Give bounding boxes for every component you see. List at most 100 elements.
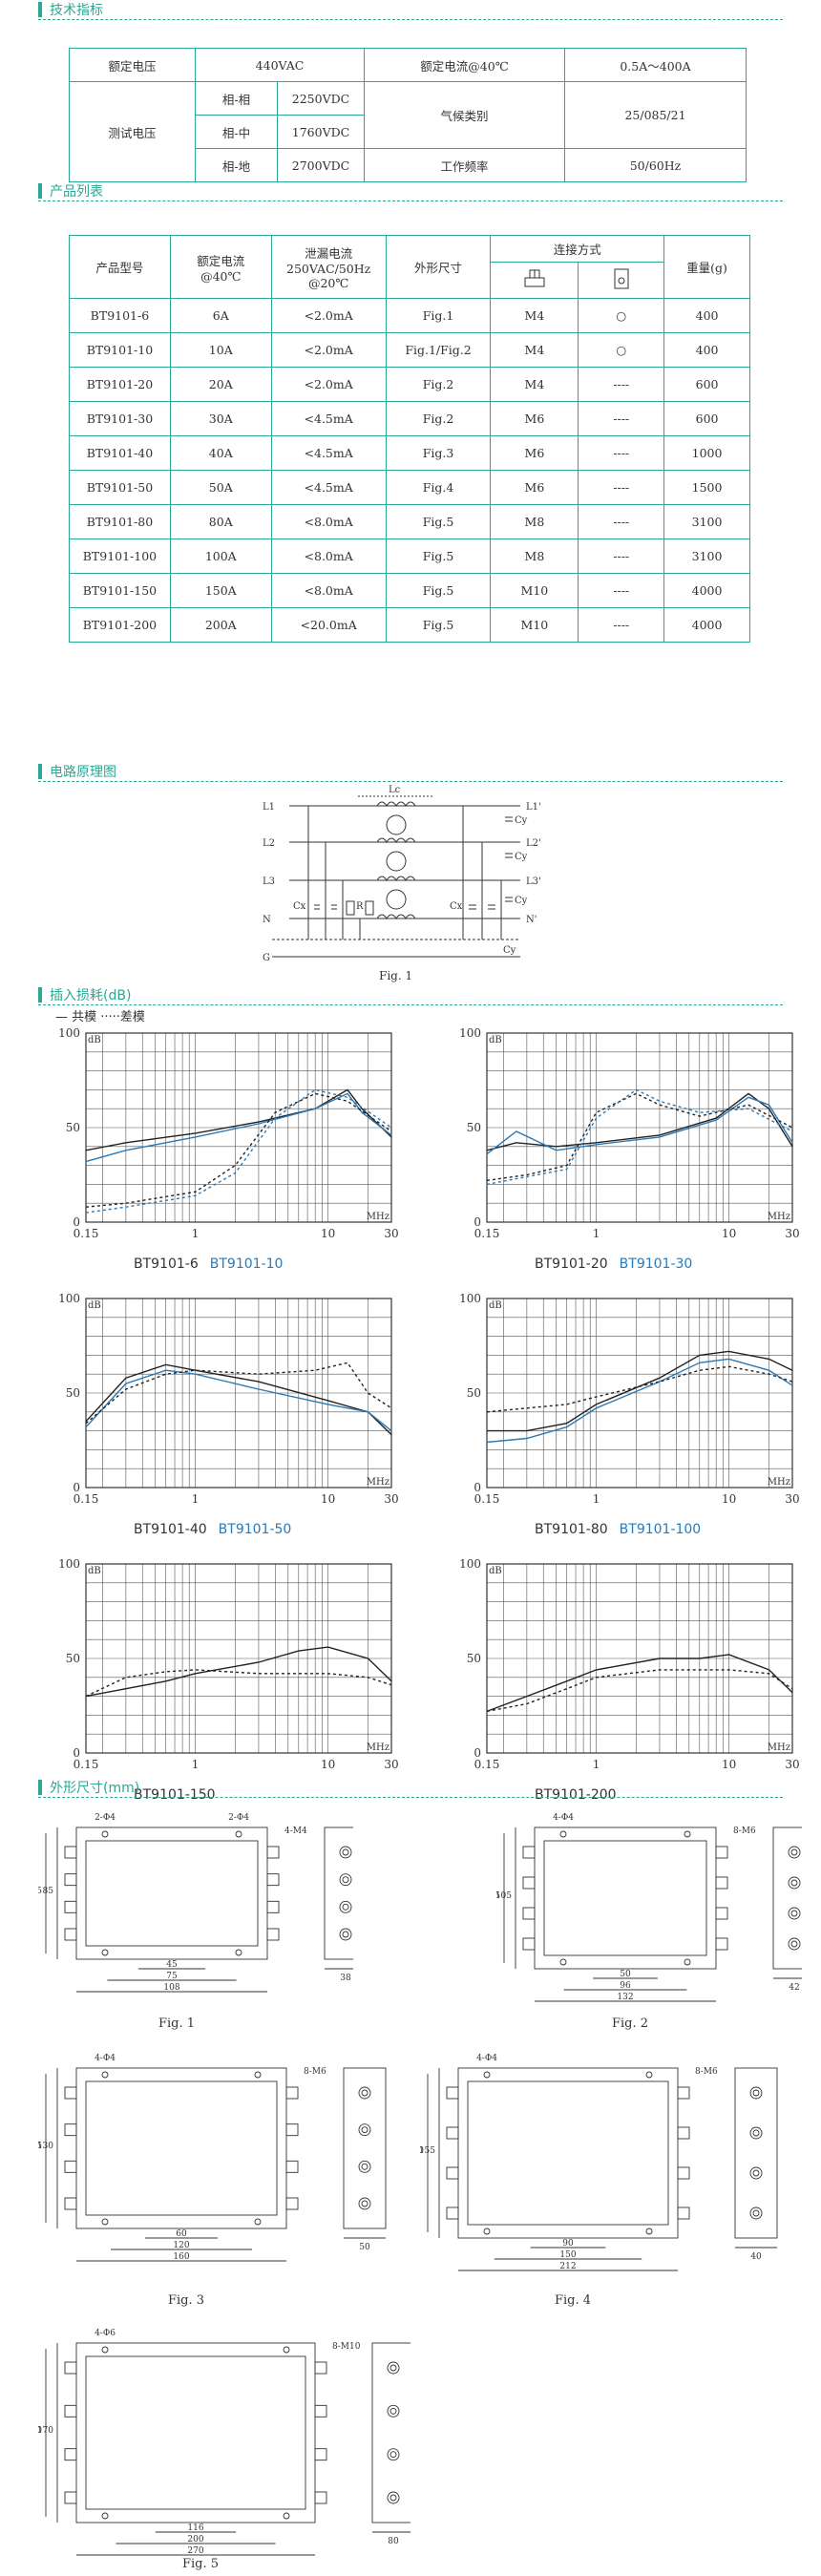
table-row: BT9101-100 100A <8.0mA Fig.5 M8 ---- 3100 bbox=[69, 538, 750, 574]
svg-text:Cy: Cy bbox=[515, 852, 528, 862]
svg-text:N': N' bbox=[526, 915, 537, 925]
cell-model: BT9101-6 bbox=[69, 298, 171, 333]
dimension-drawing: 4-Φ48-M61301151006012016050 bbox=[38, 2054, 387, 2262]
dimension-label: 160 bbox=[173, 2252, 189, 2262]
x-tick-label: 10 bbox=[722, 1227, 736, 1240]
table-row: BT9101-80 80A <8.0mA Fig.5 M8 ---- 3100 bbox=[69, 504, 750, 539]
cell-current: 10A bbox=[169, 332, 272, 368]
grid bbox=[86, 1298, 392, 1489]
cell-screw: M4 bbox=[490, 332, 579, 368]
col-size: 外形尺寸 bbox=[385, 235, 492, 299]
cell-model: BT9101-200 bbox=[69, 607, 171, 643]
dimension-label: 105 bbox=[496, 1891, 512, 1901]
dimension-label: 50 bbox=[620, 1970, 631, 1979]
dimension-label: 150 bbox=[559, 2250, 576, 2260]
grid bbox=[86, 1032, 392, 1223]
table-row: BT9101-40 40A <4.5mA Fig.3 M6 ---- 1000 bbox=[69, 435, 750, 471]
test-pair: 相-中 bbox=[195, 115, 278, 149]
figure-caption: Fig. 3 bbox=[168, 2293, 205, 2308]
x-tick-label: 10 bbox=[321, 1758, 335, 1771]
dimension-label: 8-M6 bbox=[733, 1826, 756, 1836]
y-tick-label: 0 bbox=[73, 1746, 80, 1760]
x-axis-label: MHz bbox=[768, 1212, 790, 1222]
cell-screw: M4 bbox=[490, 298, 579, 333]
dimension-label: 170 bbox=[38, 2426, 53, 2436]
section-header-specs: 技术指标 bbox=[0, 0, 821, 23]
table-row: BT9101-150 150A <8.0mA Fig.5 M10 ---- 4000 bbox=[69, 573, 750, 608]
test-value: 1760VDC bbox=[277, 115, 365, 149]
svg-text:L1': L1' bbox=[526, 802, 541, 813]
dimension-label: 90 bbox=[562, 2239, 574, 2249]
dimension-label: 75 bbox=[496, 1891, 500, 1901]
insertion-loss-chart: 0 50 100 0.15 1 10 30 dB MHz bbox=[58, 1557, 399, 1771]
chart-caption: BT9101-80 BT9101-100 bbox=[535, 1522, 701, 1537]
cell-current: 100A bbox=[169, 538, 272, 574]
y-tick-label: 50 bbox=[467, 1652, 481, 1665]
dimension-label: 2-Φ4 bbox=[228, 1813, 249, 1823]
section-header-products: 产品列表 bbox=[0, 181, 821, 204]
x-axis-label: MHz bbox=[768, 1477, 790, 1488]
svg-text:L2: L2 bbox=[263, 838, 275, 849]
svg-text:R: R bbox=[356, 901, 364, 912]
figure-caption: Fig. 2 bbox=[612, 2016, 649, 2031]
cell-current: 50A bbox=[169, 470, 272, 505]
dimension-label: 45 bbox=[166, 1960, 178, 1970]
svg-text:L3: L3 bbox=[263, 876, 275, 887]
series-line bbox=[85, 1669, 392, 1698]
cell-current: 30A bbox=[169, 401, 272, 436]
cell-size: Fig.5 bbox=[385, 607, 492, 643]
series-line bbox=[486, 1358, 793, 1444]
section-title: 外形尺寸(mm) bbox=[50, 1781, 140, 1796]
table-row: BT9101-200 200A <20.0mA Fig.5 M10 ---- 4000 bbox=[69, 607, 750, 643]
cell-size: Fig.5 bbox=[385, 573, 492, 608]
section-header-insertion: 插入损耗(dB) bbox=[0, 985, 821, 1008]
test-pair: 相-地 bbox=[195, 148, 278, 182]
dimension-label: 212 bbox=[559, 2262, 576, 2271]
y-axis-label: dB bbox=[88, 1035, 101, 1045]
svg-text:Cy: Cy bbox=[503, 945, 516, 956]
dimension-label: 55 bbox=[38, 1887, 42, 1896]
cell-pin: ---- bbox=[578, 401, 665, 436]
cell-weight: 400 bbox=[663, 298, 750, 333]
chart-caption-model-2: BT9101-100 bbox=[619, 1522, 702, 1537]
x-tick-label: 10 bbox=[722, 1492, 736, 1506]
cell-leakage: <2.0mA bbox=[270, 367, 387, 402]
circuit-caption: Fig. 1 bbox=[379, 969, 412, 982]
chart-caption: BT9101-150 bbox=[134, 1787, 216, 1803]
cell-current: 150A bbox=[169, 573, 272, 608]
grid bbox=[487, 1298, 793, 1489]
svg-text:L3': L3' bbox=[526, 876, 541, 887]
y-tick-label: 100 bbox=[459, 1292, 481, 1305]
x-tick-label: 30 bbox=[785, 1227, 799, 1240]
freq-label: 工作频率 bbox=[364, 148, 565, 182]
table-row: BT9101-50 50A <4.5mA Fig.4 M6 ---- 1500 bbox=[69, 470, 750, 505]
svg-text:Cy: Cy bbox=[515, 815, 528, 826]
series-line bbox=[486, 1092, 793, 1151]
series-line bbox=[486, 1669, 793, 1713]
svg-text:L2': L2' bbox=[526, 838, 541, 849]
figure-caption: Fig. 5 bbox=[182, 2557, 220, 2571]
cell-leakage: <4.5mA bbox=[270, 470, 387, 505]
dimension-label: 115 bbox=[38, 2142, 42, 2151]
grid bbox=[86, 1563, 392, 1754]
dimension-label: 4-Φ4 bbox=[553, 1813, 574, 1823]
cell-weight: 1000 bbox=[663, 435, 750, 471]
dimension-label: 116 bbox=[187, 2523, 203, 2533]
chart-caption-model: BT9101-40 bbox=[134, 1522, 207, 1537]
cell-screw: M10 bbox=[490, 573, 579, 608]
cell-leakage: <2.0mA bbox=[270, 298, 387, 333]
x-tick-label: 10 bbox=[321, 1227, 335, 1240]
cell-weight: 4000 bbox=[663, 607, 750, 643]
x-tick-label: 0.15 bbox=[474, 1227, 500, 1240]
cell-leakage: <8.0mA bbox=[270, 573, 387, 608]
chart-caption-model-2: BT9101-30 bbox=[619, 1256, 693, 1272]
section-title: 技术指标 bbox=[50, 3, 103, 18]
series-line bbox=[486, 1092, 793, 1182]
dimension-label: 8-M6 bbox=[304, 2067, 326, 2077]
section-title: 产品列表 bbox=[50, 184, 103, 200]
cell-size: Fig.2 bbox=[385, 401, 492, 436]
series-line bbox=[487, 1350, 793, 1432]
cell-screw: M10 bbox=[490, 607, 579, 643]
cell-screw: M4 bbox=[490, 367, 579, 402]
cell-weight: 1500 bbox=[663, 470, 750, 505]
